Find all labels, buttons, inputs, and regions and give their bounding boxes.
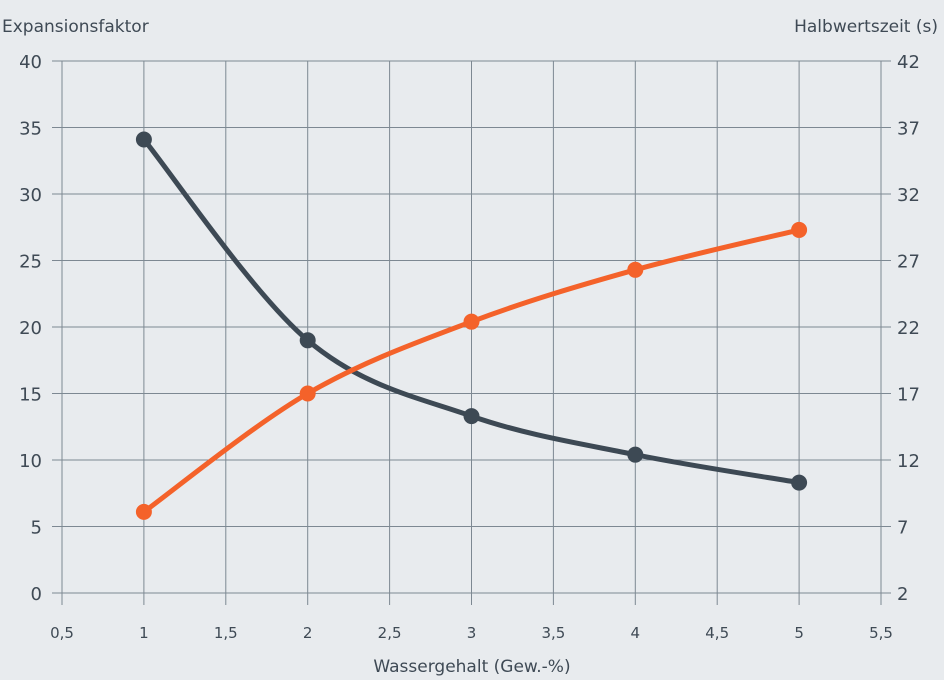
right-y-tick-label: 17: [897, 385, 920, 406]
right-y-tick-label: 2: [897, 584, 908, 605]
right-y-tick-label: 27: [897, 252, 920, 273]
series-0-point: [791, 475, 807, 491]
right-y-tick-label: 7: [897, 518, 908, 539]
left-y-tick-label: 15: [19, 385, 42, 406]
left-y-axis-ticks: 0 5 10 15 20 25 30 35 40: [19, 52, 42, 605]
left-y-tick-label: 35: [19, 119, 42, 140]
x-tick-label: 5: [794, 624, 804, 642]
x-tick-label: 4: [631, 624, 641, 642]
left-axis-title: Expansionsfaktor: [2, 17, 149, 37]
left-y-tick-label: 25: [19, 252, 42, 273]
series-0-point: [136, 131, 152, 147]
x-tick-label: 3,5: [541, 624, 565, 642]
right-y-tick-label: 37: [897, 119, 920, 140]
series-0-point: [627, 447, 643, 463]
right-axis-title: Halbwertszeit (s): [794, 17, 938, 37]
x-tick-label: 2,5: [378, 624, 402, 642]
right-y-tick-label: 12: [897, 451, 920, 472]
right-y-tick-label: 32: [897, 185, 920, 206]
x-axis-title: Wassergehalt (Gew.-%): [373, 657, 570, 677]
left-y-tick-label: 40: [19, 52, 42, 73]
x-tick-label: 5,5: [869, 624, 893, 642]
x-tick-label: 4,5: [705, 624, 729, 642]
x-tick-label: 0,5: [50, 624, 74, 642]
series-1-point: [791, 222, 807, 238]
x-tick-label: 1: [139, 624, 149, 642]
x-tick-label: 3: [467, 624, 477, 642]
grid: [52, 61, 891, 605]
left-y-tick-label: 0: [31, 584, 42, 605]
x-axis-ticks: 0,5 1 1,5 2 2,5 3 3,5 4 4,5 5 5,5: [50, 624, 893, 642]
series-0-point: [464, 408, 480, 424]
x-tick-label: 2: [303, 624, 313, 642]
left-y-tick-label: 5: [31, 518, 42, 539]
series-1-point: [300, 386, 316, 402]
series-1-point: [464, 314, 480, 330]
series-0-point: [300, 332, 316, 348]
right-y-tick-label: 22: [897, 318, 920, 339]
series-1-point: [627, 262, 643, 278]
x-tick-label: 1,5: [214, 624, 238, 642]
left-y-tick-label: 20: [19, 318, 42, 339]
left-y-tick-label: 30: [19, 185, 42, 206]
left-y-tick-label: 10: [19, 451, 42, 472]
series-1-point: [136, 504, 152, 520]
right-y-tick-label: 42: [897, 52, 920, 73]
